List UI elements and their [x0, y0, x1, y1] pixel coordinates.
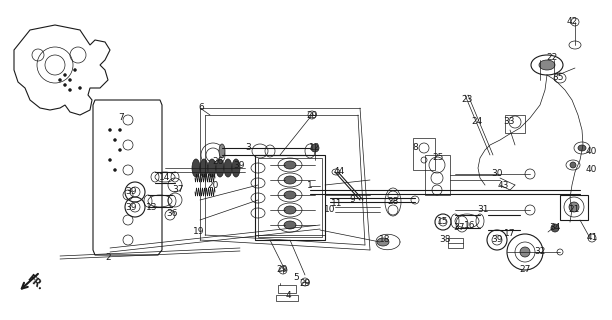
Bar: [278, 285, 296, 293]
Text: 27: 27: [520, 266, 531, 275]
Bar: [255, 155, 325, 240]
Ellipse shape: [200, 159, 208, 177]
Text: 37: 37: [453, 223, 465, 233]
Ellipse shape: [69, 89, 72, 92]
Text: 30: 30: [491, 170, 502, 179]
Ellipse shape: [539, 60, 555, 70]
Ellipse shape: [284, 206, 296, 214]
Bar: [425, 155, 450, 195]
Text: 3: 3: [245, 143, 251, 153]
Text: 39: 39: [125, 204, 136, 212]
Ellipse shape: [119, 129, 122, 132]
Ellipse shape: [108, 158, 111, 162]
Ellipse shape: [64, 84, 67, 86]
Text: 15: 15: [437, 218, 449, 227]
Text: 17: 17: [504, 228, 516, 237]
Ellipse shape: [377, 238, 389, 246]
Text: 6: 6: [198, 103, 204, 113]
Ellipse shape: [284, 176, 296, 184]
Text: 39: 39: [233, 161, 245, 170]
Bar: [560, 195, 588, 220]
Ellipse shape: [311, 144, 319, 152]
Text: 39: 39: [491, 236, 502, 244]
Ellipse shape: [113, 169, 116, 172]
Ellipse shape: [578, 145, 586, 151]
Ellipse shape: [216, 159, 224, 177]
Text: 29: 29: [299, 278, 311, 287]
Text: 14: 14: [159, 173, 171, 182]
Ellipse shape: [108, 129, 111, 132]
Text: 31: 31: [477, 205, 489, 214]
Text: 5: 5: [293, 274, 299, 283]
Text: 9: 9: [349, 196, 355, 204]
Text: 40: 40: [585, 148, 597, 156]
Text: 25: 25: [432, 154, 444, 163]
Text: 1: 1: [307, 180, 313, 189]
Ellipse shape: [219, 144, 225, 158]
Ellipse shape: [59, 78, 61, 82]
Text: 26: 26: [212, 157, 224, 166]
Text: 28: 28: [387, 197, 398, 206]
Ellipse shape: [64, 74, 67, 76]
Text: 21: 21: [569, 205, 580, 214]
Text: 34: 34: [550, 223, 561, 233]
Text: 2: 2: [105, 253, 111, 262]
Text: 22: 22: [547, 53, 558, 62]
Ellipse shape: [569, 202, 579, 212]
Ellipse shape: [284, 191, 296, 199]
Ellipse shape: [73, 68, 76, 71]
Ellipse shape: [284, 161, 296, 169]
Text: 16: 16: [465, 221, 476, 230]
Text: 40: 40: [585, 165, 597, 174]
Ellipse shape: [208, 159, 216, 177]
Text: 29: 29: [276, 266, 288, 275]
Text: 13: 13: [146, 204, 158, 212]
Text: 4: 4: [285, 291, 291, 300]
Text: 42: 42: [566, 18, 578, 27]
Text: 29: 29: [307, 110, 318, 119]
Text: 18: 18: [379, 236, 390, 244]
Ellipse shape: [119, 148, 122, 151]
Text: 36: 36: [166, 209, 177, 218]
Ellipse shape: [69, 78, 72, 82]
Ellipse shape: [113, 139, 116, 141]
Text: 12: 12: [309, 143, 321, 153]
Ellipse shape: [224, 159, 232, 177]
Ellipse shape: [520, 247, 530, 257]
Text: 44: 44: [334, 167, 345, 177]
Text: 35: 35: [552, 74, 564, 83]
Text: 32: 32: [534, 247, 546, 257]
Bar: [448, 238, 463, 248]
Text: 39: 39: [125, 188, 136, 196]
Ellipse shape: [232, 159, 240, 177]
Ellipse shape: [570, 162, 576, 168]
Text: 38: 38: [439, 236, 451, 244]
Ellipse shape: [551, 224, 559, 232]
Bar: [258, 158, 322, 237]
Text: 24: 24: [471, 117, 483, 126]
Ellipse shape: [284, 221, 296, 229]
Text: FR.: FR.: [25, 272, 45, 292]
Text: 41: 41: [586, 234, 598, 243]
Bar: [505, 115, 525, 133]
Ellipse shape: [192, 159, 200, 177]
Text: 37: 37: [172, 186, 184, 195]
Text: 23: 23: [461, 95, 472, 105]
Bar: [413, 138, 435, 170]
Text: 8: 8: [412, 143, 418, 153]
Text: 19: 19: [193, 228, 205, 236]
Text: 10: 10: [324, 205, 336, 214]
Text: 11: 11: [331, 198, 343, 207]
Text: 7: 7: [118, 114, 124, 123]
Bar: [276, 295, 298, 301]
Text: 33: 33: [503, 117, 515, 126]
Ellipse shape: [78, 86, 81, 90]
Text: 43: 43: [498, 180, 509, 189]
Text: 20: 20: [207, 180, 218, 189]
